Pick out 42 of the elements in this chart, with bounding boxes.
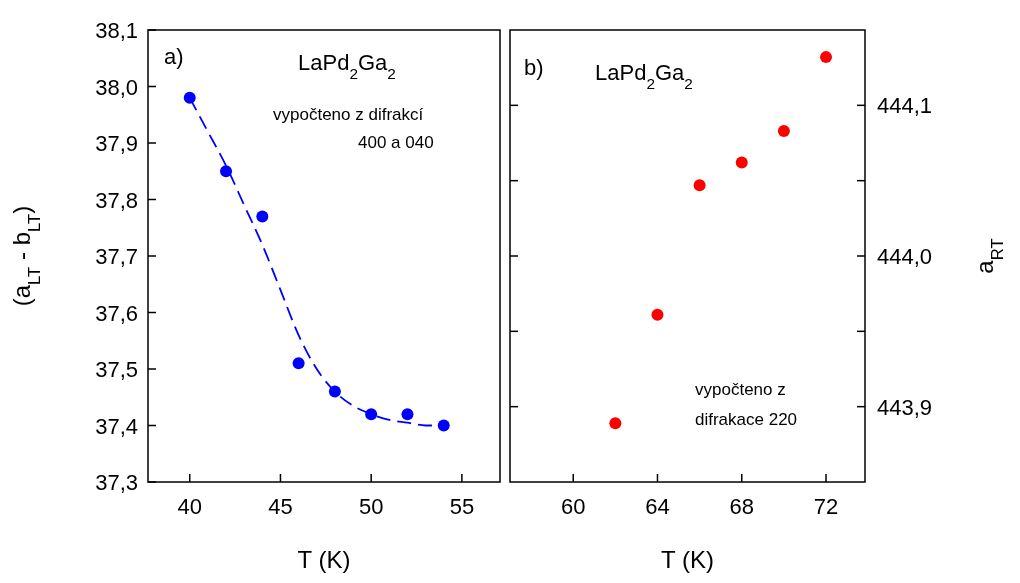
annotation: 400 a 040 <box>358 133 434 152</box>
x-tick-label: 55 <box>449 494 475 519</box>
point <box>735 156 748 169</box>
annotation: LaPd$_{2}$Ga$_{2}$ <box>595 60 693 92</box>
y-tick-label: 37,8 <box>95 187 138 213</box>
x-tick-label: 50 <box>358 494 384 519</box>
point <box>220 165 233 178</box>
point <box>777 124 790 137</box>
annotation: b) <box>524 55 544 80</box>
point <box>693 179 706 192</box>
annotation: vypočteno z difrakcí <box>273 105 424 124</box>
x-tick-label: 64 <box>645 494 670 519</box>
point <box>401 408 414 421</box>
y2-tick-label: 444,0 <box>877 244 933 269</box>
y-tick-label: 37,9 <box>95 131 138 156</box>
annotation: LaPd$_{2}$Ga$_{2}$ <box>298 50 396 82</box>
point <box>437 419 450 432</box>
y2-tick-label: 443,9 <box>877 394 933 420</box>
annotation: a) <box>164 44 184 69</box>
y2-tick-label: 444,1 <box>877 93 933 119</box>
point <box>651 308 664 321</box>
point <box>820 51 833 64</box>
x-tick-label: 40 <box>177 494 202 519</box>
y-tick-label: 38,0 <box>95 74 138 100</box>
x-tick-label: 60 <box>560 494 586 519</box>
x-tick-label: 45 <box>268 494 293 519</box>
y-tick-label: 37,6 <box>95 300 138 326</box>
x-axis-title: T (K) <box>661 546 714 573</box>
annotation: difrakace 220 <box>695 410 798 429</box>
x-tick-label: 72 <box>813 494 839 519</box>
point <box>256 210 269 223</box>
y-tick-label: 37,7 <box>95 244 138 269</box>
annotation: vypočteno z <box>695 380 786 399</box>
point <box>609 417 622 430</box>
x-tick-label: 68 <box>729 494 754 519</box>
y-tick-label: 37,3 <box>95 470 138 495</box>
y-tick-label: 37,4 <box>95 413 138 439</box>
point <box>292 357 305 370</box>
x-axis-title: T (K) <box>297 546 351 573</box>
y-tick-label: 37,5 <box>95 357 138 382</box>
y-tick-label: 38,1 <box>95 18 138 43</box>
point <box>365 408 378 421</box>
